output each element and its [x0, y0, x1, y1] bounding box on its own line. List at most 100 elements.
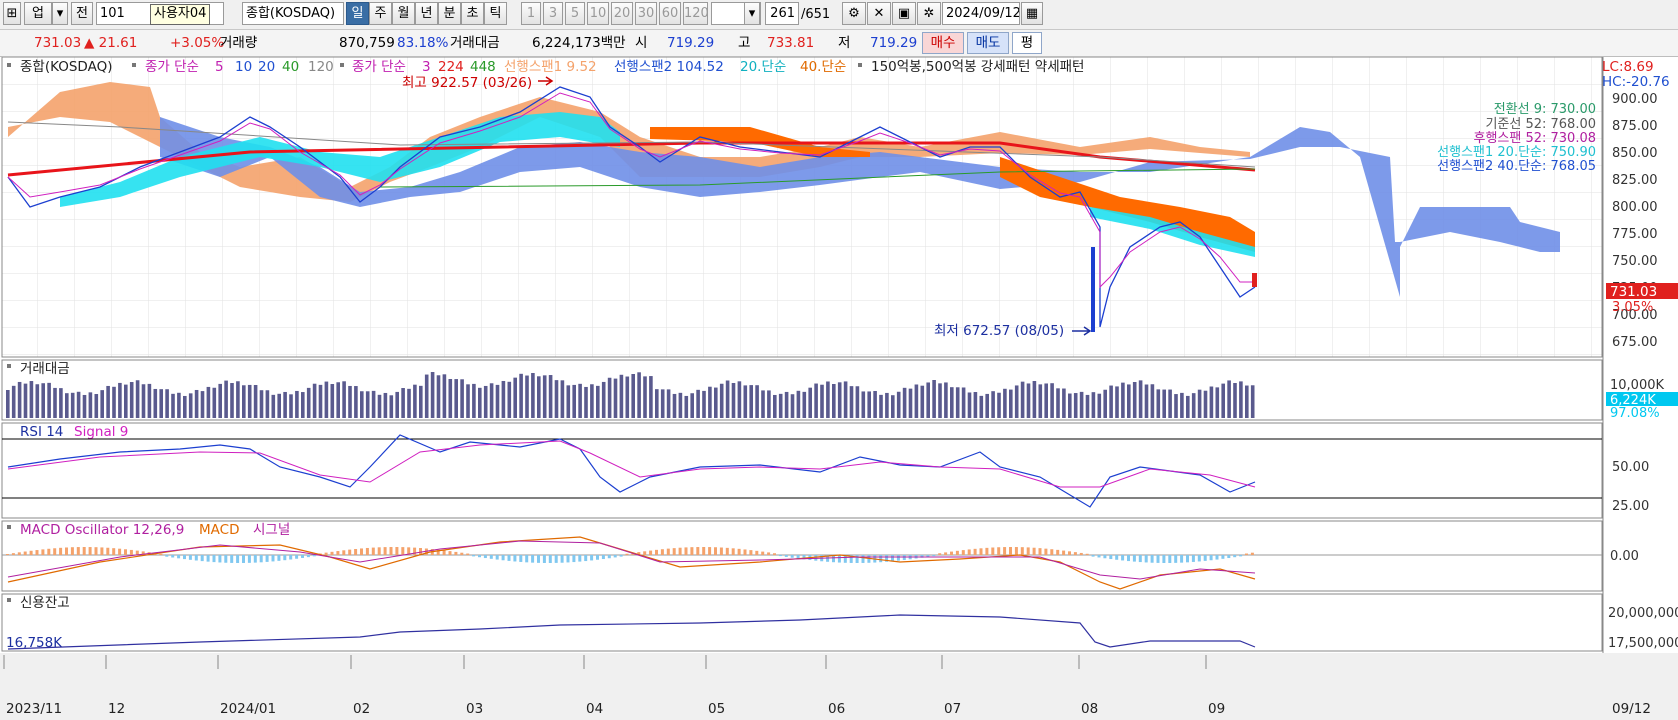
period-tab-label: 월: [397, 6, 410, 21]
date-value: 2024/09/12: [946, 6, 1020, 21]
period-tab-4[interactable]: 분: [438, 2, 461, 25]
amount-bar: [360, 391, 364, 418]
amount-bar: [59, 388, 63, 418]
legend-ma2-label: 종가 단순: [352, 59, 406, 75]
period-tab-label: 일: [351, 6, 364, 21]
amount-bar: [336, 382, 340, 418]
price-axis-tick: 700.00: [1612, 308, 1658, 323]
period-tab-5[interactable]: 초: [461, 2, 484, 25]
period-tab-6[interactable]: 틱: [484, 2, 507, 25]
macd-osc-bar: [985, 547, 989, 555]
amount-bar: [672, 393, 677, 418]
interval-button-7[interactable]: 120: [683, 2, 709, 25]
market-dropdown-icon[interactable]: ▾: [52, 2, 68, 25]
macd-osc-bar: [737, 548, 741, 555]
amount-bar: [596, 385, 600, 418]
index-name-field[interactable]: 종합(KOSDAQ): [242, 2, 344, 25]
interval-button-3[interactable]: 10: [587, 2, 609, 25]
x-axis-tick: 03: [466, 701, 483, 717]
macd-osc-bar: [755, 550, 759, 555]
macd-panel[interactable]: [1, 520, 1603, 592]
amount-bar: [802, 391, 807, 418]
user-tag: 사용자04: [154, 6, 207, 21]
interval-button-0[interactable]: 1: [521, 2, 541, 25]
amount-bar: [1250, 385, 1255, 418]
period-tab-3[interactable]: 년: [415, 2, 438, 25]
period-tab-label: 분: [443, 6, 456, 21]
prev-button[interactable]: 전: [71, 2, 93, 25]
amount-bar: [796, 390, 801, 418]
amount-bar: [1044, 383, 1048, 418]
interval-chevron-icon[interactable]: ▾: [744, 2, 760, 25]
macd-osc-bar: [1044, 548, 1048, 555]
macd-osc-bar: [643, 551, 647, 555]
chart-area[interactable]: 종합(KOSDAQ) 종가 단순 5 10 20 40 120 종가 단순 3 …: [0, 57, 1678, 720]
period-tab-1[interactable]: 주: [369, 2, 392, 25]
macd-osc-bar: [17, 552, 21, 555]
macd-osc-bar: [1168, 555, 1172, 563]
macd-osc-bar: [672, 548, 676, 555]
legend-ma-40: 40: [282, 59, 299, 75]
macd-osc-bar: [330, 551, 334, 555]
candle-settings-icon[interactable]: ⚙: [842, 2, 866, 25]
crosshair-icon[interactable]: ✕: [867, 2, 891, 25]
avg-button[interactable]: 평: [1012, 32, 1042, 54]
amount-bar: [289, 394, 293, 418]
x-axis-tick: 2024/01: [220, 701, 276, 717]
x-axis-tick: 04: [586, 701, 603, 717]
main-panel[interactable]: [1, 57, 1603, 358]
macd-osc-bar: [65, 547, 68, 555]
macd-osc-bar: [1144, 555, 1148, 563]
macd-osc-bar: [690, 547, 694, 555]
credit-panel[interactable]: [1, 593, 1603, 652]
macd-osc-bar: [413, 547, 417, 555]
macd-osc-bar: [277, 555, 281, 561]
macd-osc-bar: [902, 555, 906, 561]
amount-bar: [383, 392, 388, 418]
interval-button-4[interactable]: 20: [611, 2, 633, 25]
amount-bar: [950, 387, 954, 418]
amount-bar: [342, 381, 346, 418]
amount-bar: [554, 380, 559, 418]
macd-osc-bar: [59, 547, 63, 555]
amount-pct: 97.08%: [1610, 406, 1660, 421]
current-price: 731.03: [34, 35, 82, 51]
gear-icon[interactable]: ✲: [917, 2, 941, 25]
interval-button-5[interactable]: 30: [635, 2, 657, 25]
save-icon[interactable]: ▣: [892, 2, 916, 25]
market-up-button[interactable]: 업: [24, 2, 52, 25]
interval-button-2[interactable]: 5: [565, 2, 585, 25]
amount-bar: [1079, 391, 1084, 418]
period-tab-2[interactable]: 월: [392, 2, 415, 25]
macd-osc-bar: [513, 555, 517, 562]
amount-bar: [1144, 384, 1149, 418]
amount-bar: [247, 384, 252, 418]
period-tab-0[interactable]: 일: [346, 2, 369, 25]
legend-ma-120: 120: [308, 59, 334, 75]
amount-bar: [430, 372, 435, 418]
interval-button-6[interactable]: 60: [659, 2, 681, 25]
count-input[interactable]: 261: [765, 2, 799, 25]
amount-bar: [1127, 384, 1131, 418]
sell-button[interactable]: 매도: [967, 32, 1009, 54]
macd-osc-bar: [301, 555, 304, 558]
macd-osc-bar: [1014, 547, 1018, 555]
amount-bar: [731, 383, 736, 418]
amount-bar: [1227, 380, 1231, 418]
amount-bar: [914, 384, 919, 418]
amount-bar: [1026, 383, 1031, 418]
date-input[interactable]: 2024/09/12: [942, 2, 1020, 25]
interval-label: 30: [637, 6, 655, 21]
prev-label: 전: [76, 6, 88, 21]
amount-bar: [371, 390, 376, 418]
legend-extra: 150억봉,500억봉 강세패턴 약세패턴: [871, 59, 1084, 75]
buy-button[interactable]: 매수: [922, 32, 964, 54]
price-axis-tick: 875.00: [1612, 119, 1658, 134]
amount-bar: [1239, 381, 1243, 418]
macd-osc-bar: [1121, 555, 1125, 561]
interval-button-1[interactable]: 3: [543, 2, 563, 25]
macd-osc-bar: [1215, 555, 1219, 560]
layout-icon[interactable]: ⊞: [3, 2, 21, 25]
macd-osc-bar: [460, 552, 464, 555]
calendar-icon[interactable]: ▦: [1021, 2, 1043, 25]
